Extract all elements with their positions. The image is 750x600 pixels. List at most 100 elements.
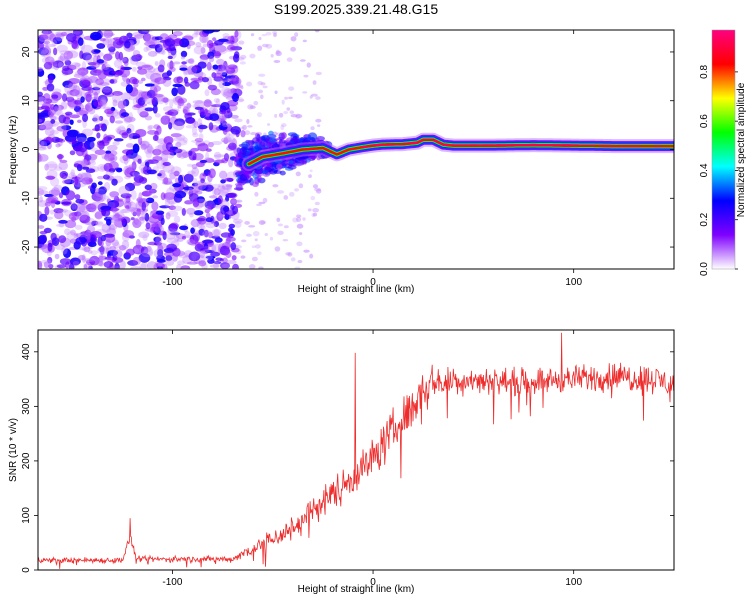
spectrogram-noise-blob: [50, 119, 56, 124]
spectrogram-noise-blob: [107, 38, 113, 49]
spectrogram-noise-blob: [177, 98, 185, 106]
spectrogram-noise-blob: [152, 134, 159, 141]
spectrogram-noise-blob: [120, 216, 131, 224]
spectrogram-noise-blob: [289, 110, 295, 115]
spectrogram-noise-blob: [90, 147, 99, 152]
spectrogram-noise-blob: [147, 159, 159, 164]
spectrogram-noise-blob: [85, 54, 93, 64]
spectrogram-noise-blob: [138, 164, 148, 171]
spectrogram-noise-blob: [181, 104, 192, 108]
snr-frame: [37, 329, 675, 571]
spectrogram-noise-blob: [58, 235, 67, 244]
spectrogram-noise-blob: [302, 91, 308, 94]
spectrogram-y-tick-label: -10: [21, 191, 32, 206]
spectrogram-noise-blob: [203, 248, 210, 253]
spectrogram-noise-blob: [95, 220, 104, 225]
spectrogram-noise-blob: [117, 198, 124, 202]
spectrogram-noise-blob: [74, 175, 79, 186]
spectrogram-noise-blob: [96, 132, 101, 139]
spectrogram-noise-blob: [164, 111, 175, 116]
spectrogram-noise-blob: [314, 187, 322, 192]
spectrogram-noise-blob: [172, 183, 182, 188]
spectrogram-noise-blob: [179, 225, 189, 231]
spectrogram-noise-blob: [81, 44, 94, 54]
spectrogram-noise-blob: [216, 64, 224, 69]
spectrogram-noise-blob: [38, 186, 48, 191]
spectrogram-noise-blob: [81, 52, 92, 61]
spectrogram-noise-blob: [174, 118, 186, 127]
spectrogram-noise-blob: [205, 222, 216, 229]
spectrogram-noise-blob: [58, 161, 69, 171]
spectrogram-noise-blob: [188, 151, 197, 161]
spectrogram-noise-blob: [77, 37, 84, 46]
spectrogram-noise-blob: [225, 131, 231, 139]
spectrogram-noise-blob: [273, 32, 277, 37]
spectrogram-noise-blob: [62, 175, 72, 183]
spectrogram-noise-blob: [155, 235, 162, 245]
spectrogram-noise-blob: [85, 172, 92, 179]
spectrogram-noise-blob: [280, 124, 285, 131]
spectrogram-noise-blob: [116, 111, 122, 115]
spectrogram-noise-blob: [113, 241, 120, 249]
spectrogram-noise-blob: [43, 137, 55, 143]
spectrogram-noise-blob: [154, 113, 161, 118]
spectrogram-noise-blob: [239, 61, 246, 65]
spectrogram-noise-blob: [274, 246, 281, 252]
spectrogram-noise-blob: [125, 84, 133, 94]
spectrogram-noise-blob: [75, 203, 86, 213]
spectrogram-noise-blob: [200, 47, 206, 54]
spectrogram-noise-blob: [171, 87, 178, 97]
spectrogram-band-blob: [239, 174, 247, 182]
spectrogram-noise-blob: [284, 96, 289, 100]
spectrogram-noise-blob: [155, 94, 166, 102]
spectrogram-noise-blob: [78, 204, 89, 213]
spectrogram-noise-blob: [145, 197, 155, 204]
spectrogram-noise-blob: [51, 187, 60, 197]
spectrogram-noise-blob: [85, 203, 97, 213]
spectrogram-noise-blob: [45, 175, 56, 180]
spectrogram-noise-blob: [135, 200, 144, 211]
spectrogram-noise-blob: [221, 139, 233, 143]
spectrogram-noise-blob: [81, 159, 89, 168]
spectrogram-noise-blob: [214, 44, 227, 53]
spectrogram-noise-blob: [144, 83, 155, 87]
spectrogram-noise-blob: [119, 260, 126, 269]
spectrogram-noise-blob: [213, 204, 222, 209]
snr-y-axis: 0 100 200 300 400: [21, 343, 674, 573]
spectrogram-noise-blob: [193, 30, 199, 36]
spectrogram-noise-blob: [160, 115, 171, 125]
spectrogram-noise-blob: [142, 93, 148, 102]
spectrogram-noise-blob: [97, 71, 107, 80]
spectrogram-ridge-peak: [411, 138, 434, 145]
spectrogram-noise-blob: [74, 224, 83, 230]
spectrogram-noise-blob: [193, 177, 198, 186]
spectrogram-noise-blob: [246, 118, 250, 125]
spectrogram-noise-blob: [165, 212, 171, 220]
spectrogram-noise-blob: [57, 61, 63, 68]
spectrogram-noise-blob: [223, 88, 235, 97]
spectrogram-noise-blob: [220, 102, 230, 111]
spectrogram-noise-blob: [140, 262, 148, 269]
spectrogram-noise-blob: [201, 239, 214, 244]
spectrogram-noise-blob: [221, 122, 232, 128]
spectrogram-noise-blob: [251, 256, 258, 262]
spectrogram-band-blob: [233, 187, 244, 191]
spectrogram-noise-blob: [90, 31, 102, 41]
spectrogram-y-tick-label: 20: [21, 46, 32, 58]
spectrogram-noise-blob: [66, 50, 79, 59]
spectrogram-noise-blob: [199, 249, 206, 259]
spectrogram-noise-blob: [164, 198, 170, 208]
spectrogram-noise-blob: [162, 164, 175, 173]
spectrogram-noise-blob: [172, 205, 183, 212]
spectrogram-noise-blob: [76, 133, 87, 143]
spectrogram-noise-blob: [197, 76, 204, 81]
spectrogram-noise-blob: [296, 241, 303, 247]
spectrogram-noise-blob: [146, 261, 157, 269]
spectrogram-noise-blob: [59, 159, 68, 163]
spectrogram-noise-blob: [38, 190, 49, 195]
spectrogram-noise-blob: [87, 136, 96, 142]
spectrogram-noise-blob: [102, 174, 110, 180]
spectrogram-noise-blob: [132, 78, 139, 85]
spectrogram-noise-blob: [133, 171, 139, 177]
snr-x-label: Height of straight line (km): [298, 584, 415, 595]
